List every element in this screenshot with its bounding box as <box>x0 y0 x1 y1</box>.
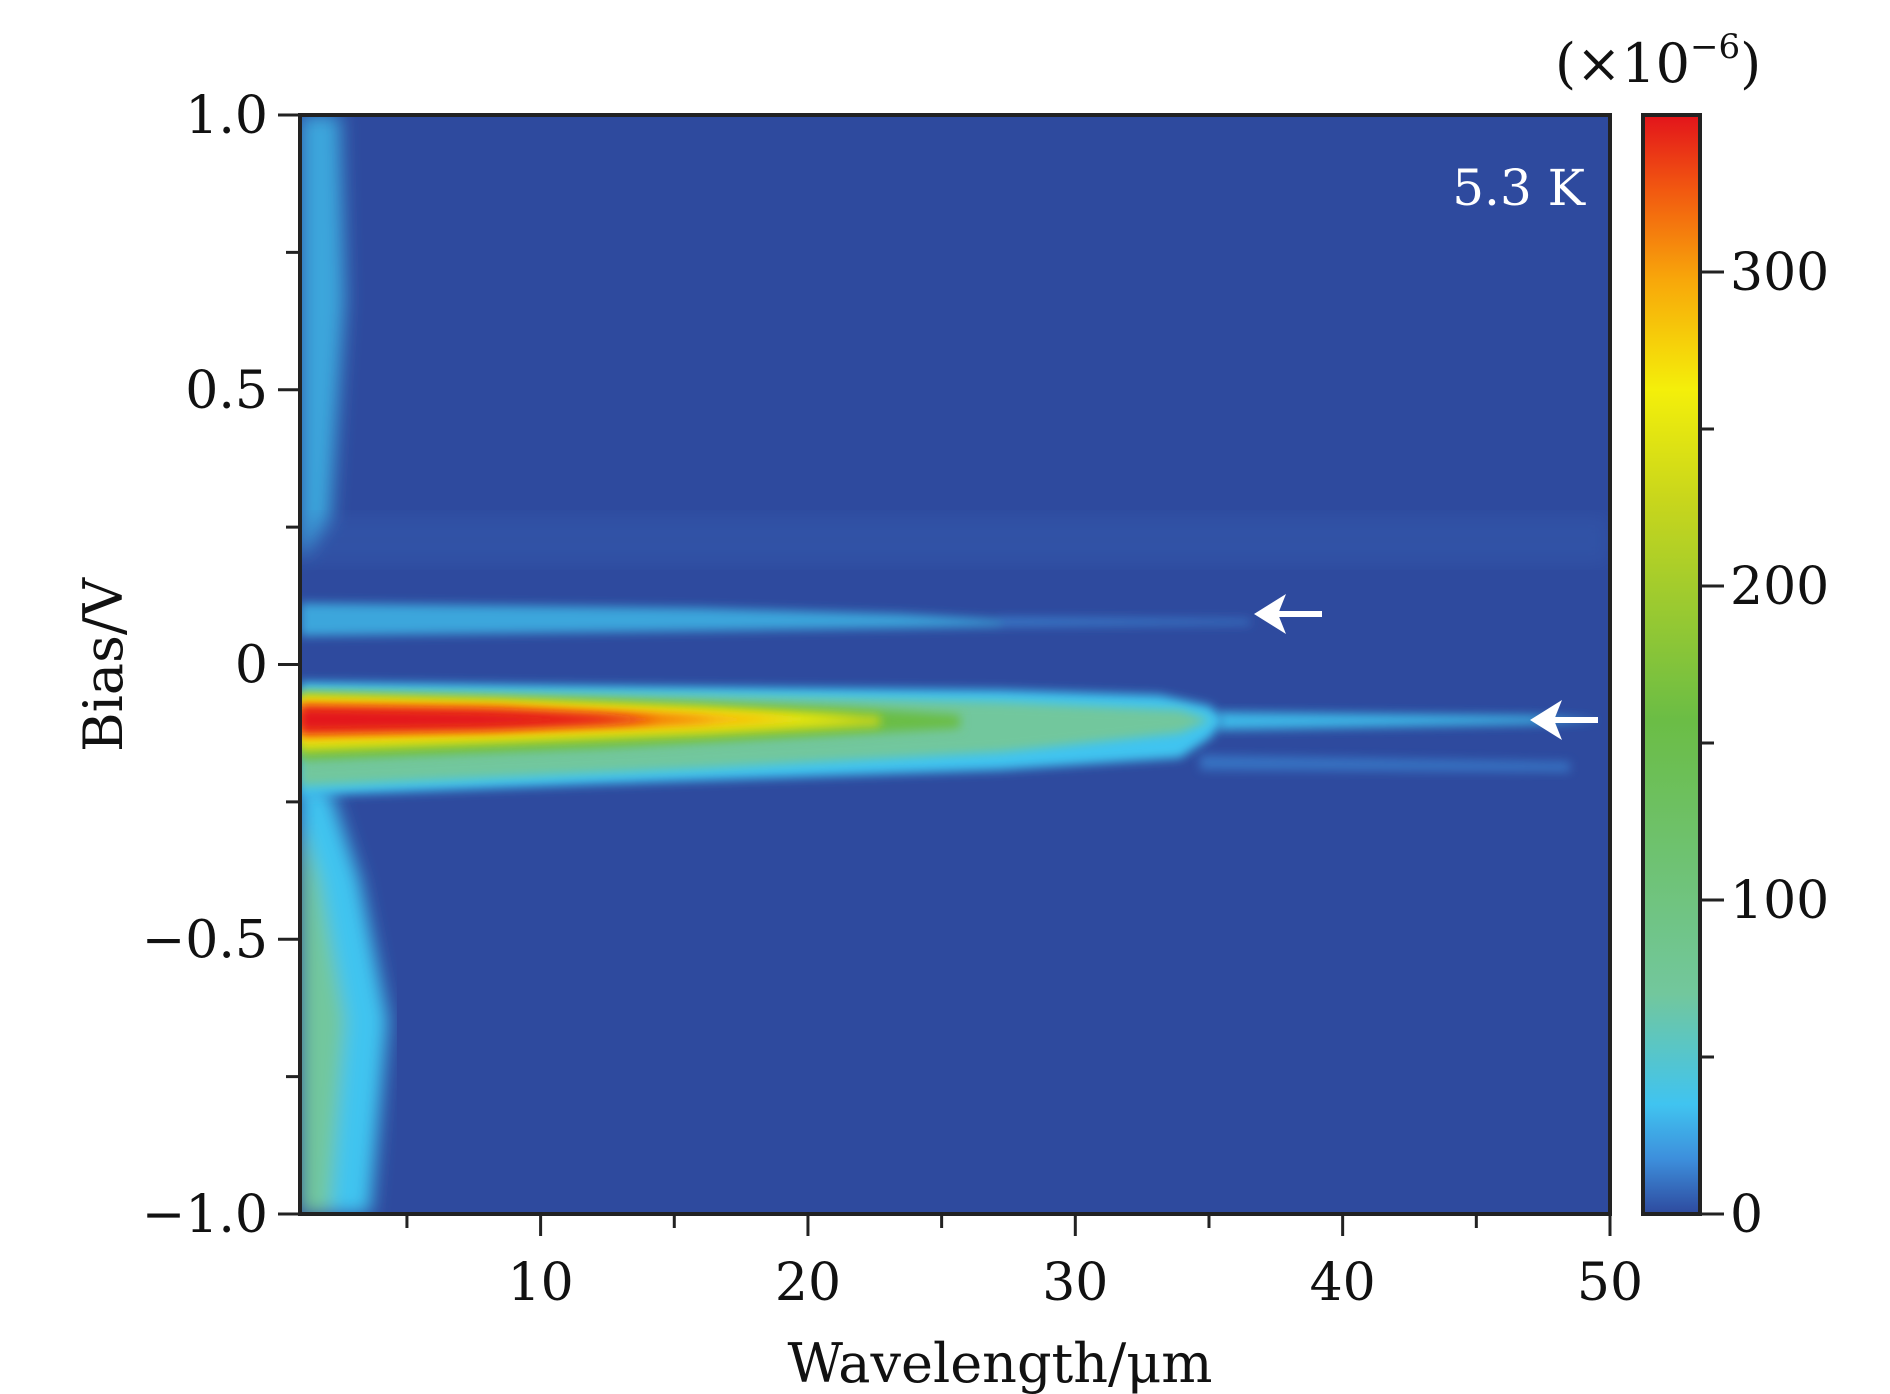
y-tick-label: −0.5 <box>142 910 268 970</box>
colorbar: 0 100 200 300 (×10−6) <box>1555 27 1829 1245</box>
arrow-upper-band <box>1254 594 1322 634</box>
colorbar-unit-exponent: −6 <box>1690 27 1740 67</box>
colorbar-tick-label: 0 <box>1730 1185 1763 1245</box>
x-tick-label: 10 <box>508 1253 574 1313</box>
colorbar-unit-close: ) <box>1740 32 1761 95</box>
colorbar-unit-base: (×10 <box>1555 32 1690 95</box>
x-axis-title: Wavelength/μm <box>787 1332 1212 1394</box>
y-axis-title: Bias/V <box>72 577 135 752</box>
y-tick-label: 1.0 <box>185 86 268 146</box>
y-tick-label: −1.0 <box>142 1185 268 1245</box>
plot-area: 5.3 K <box>300 115 1610 1214</box>
temperature-annotation: 5.3 K <box>1452 159 1586 217</box>
y-axis: 1.0 0.5 0 −0.5 −1.0 <box>142 86 300 1245</box>
haze-band <box>300 515 1610 565</box>
x-tick-label: 20 <box>775 1253 841 1313</box>
y-tick-label: 0.5 <box>185 361 268 421</box>
x-tick-label: 50 <box>1577 1253 1643 1313</box>
colorbar-tick-label: 200 <box>1730 557 1829 617</box>
x-tick-label: 30 <box>1042 1253 1108 1313</box>
y-tick-label: 0 <box>235 636 268 696</box>
colorbar-unit-label: (×10−6) <box>1555 27 1761 95</box>
colorbar-ticks: 0 100 200 300 <box>1700 243 1829 1245</box>
arrow-main-band <box>1530 700 1598 740</box>
x-tick-label: 40 <box>1310 1253 1376 1313</box>
left-edge-signal <box>300 115 388 1214</box>
colorbar-gradient <box>1641 113 1702 1216</box>
upper-band <box>300 603 1250 636</box>
colorbar-tick-label: 100 <box>1730 871 1829 931</box>
heatmap-background <box>300 115 1610 1214</box>
main-band <box>300 682 1600 796</box>
x-axis: 10 20 30 40 50 <box>405 1214 1643 1313</box>
colorbar-tick-label: 300 <box>1730 243 1829 303</box>
